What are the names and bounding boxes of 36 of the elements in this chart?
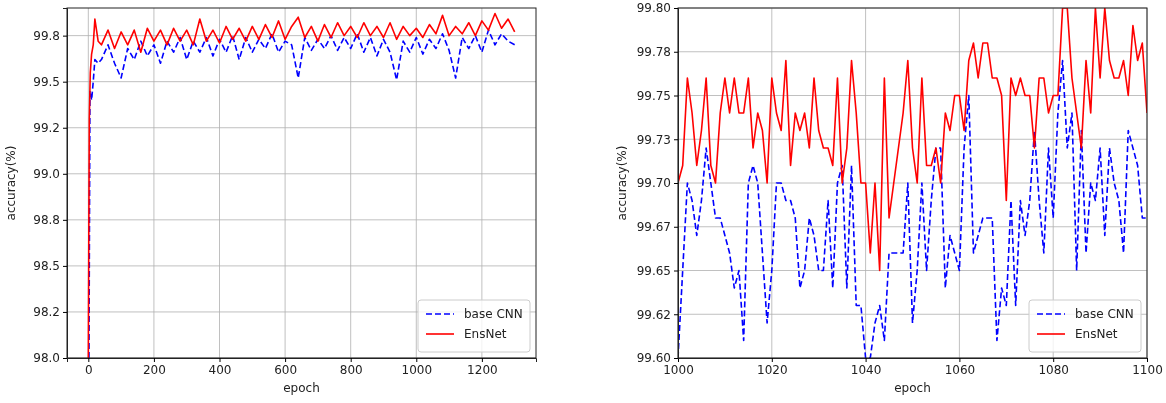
y-tick-label: 98.0: [33, 351, 60, 366]
legend-label: base CNN: [464, 307, 523, 321]
y-tick-label: 98.8: [33, 213, 60, 228]
x-tick-label: 1100: [1132, 362, 1163, 377]
y-tick-label: 99.0: [33, 167, 60, 182]
y-tick-label: 99.2: [33, 121, 60, 136]
x-tick-label: 0: [85, 362, 93, 377]
x-tick-label: 200: [142, 362, 166, 377]
y-tick-label: 99.75: [636, 88, 671, 103]
x-tick-label: 1060: [944, 362, 976, 377]
x-tick-label: 400: [208, 362, 232, 377]
x-tick-label: 800: [339, 362, 363, 377]
y-tick-label: 98.5: [33, 259, 60, 274]
y-axis-title: accuracy(%): [4, 145, 18, 221]
legend-label: EnsNet: [1075, 327, 1118, 341]
y-tick-label: 99.80: [636, 1, 671, 16]
x-tick-label: 600: [274, 362, 298, 377]
x-axis-title: epoch: [894, 381, 931, 395]
x-axis-title: epoch: [283, 381, 320, 395]
x-tick-label: 1020: [757, 362, 788, 377]
legend-label: base CNN: [1075, 307, 1134, 321]
y-tick-label: 99.67: [636, 220, 671, 235]
y-tick-label: 99.73: [636, 132, 671, 147]
y-tick-label: 99.8: [33, 28, 60, 43]
y-tick-label: 99.65: [636, 263, 671, 278]
x-tick-label: 1200: [467, 362, 498, 377]
y-axis-title: accuracy(%): [615, 145, 629, 221]
y-tick-label: 98.2: [33, 305, 60, 320]
legend-label: EnsNet: [464, 327, 507, 341]
x-tick-label: 1080: [1038, 362, 1069, 377]
y-tick-label: 99.62: [636, 307, 671, 322]
x-tick-label: 1040: [850, 362, 882, 377]
y-tick-label: 99.78: [636, 45, 671, 60]
x-tick-label: 1000: [401, 362, 433, 377]
y-tick-label: 99.70: [636, 176, 671, 191]
y-tick-label: 99.5: [33, 75, 60, 90]
